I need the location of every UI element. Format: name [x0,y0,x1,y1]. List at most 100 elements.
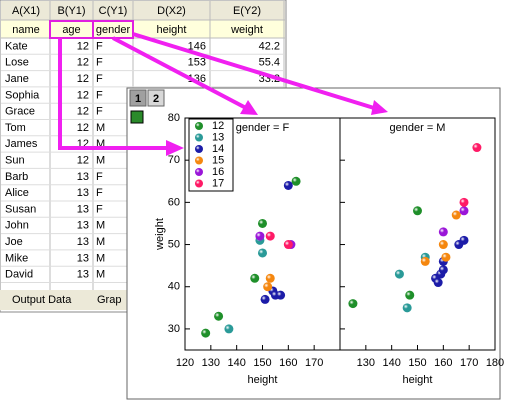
cell: 13 [77,220,89,232]
column-header: C(Y1) [99,5,128,17]
legend-label: 15 [212,154,224,166]
data-point [413,206,422,216]
graph-tab[interactable] [129,89,147,107]
x-tick-label: 130 [202,357,220,369]
x-tick-label: 160 [434,357,452,369]
cell: John [5,220,29,232]
data-point [255,231,265,241]
legend-marker [195,156,203,165]
cell: M [96,236,105,248]
graph-tab-label: 2 [153,93,159,105]
long-name: name [12,24,40,36]
data-point [438,227,448,237]
cell: 146 [188,40,206,52]
graph-tab[interactable] [147,89,165,107]
cell: Jane [5,73,29,85]
cell: Kate [5,40,28,52]
sheet-tab[interactable]: Grap [97,294,121,306]
cell: Barb [5,171,28,183]
data-point [265,231,275,241]
x-axis-label: height [248,374,278,386]
long-name: weight [230,24,263,36]
cell: 136 [188,73,206,85]
y-tick-label: 70 [168,154,180,166]
data-point [265,273,275,283]
cell: F [96,203,103,215]
cell: 12 [77,122,89,134]
data-point [250,273,260,283]
cell: 12 [77,155,89,167]
legend-box [188,118,234,192]
x-tick-label: 140 [227,357,245,369]
data-point [283,240,293,250]
column-header: D(X2) [157,5,186,17]
legend-marker [195,179,203,188]
cell: 12 [77,40,89,52]
x-tick-label: 130 [357,357,375,369]
cell: 12 [77,89,89,101]
legend-marker [195,168,203,176]
data-point [459,206,469,216]
legend-label: 13 [212,131,224,143]
data-point [224,324,234,334]
cell: M [96,269,105,281]
data-point [459,235,469,245]
cell: M [96,220,105,232]
cell: Tom [5,122,26,134]
data-point [405,290,415,300]
cell: M [96,138,105,150]
cell: F [96,57,103,69]
cell: 13 [77,187,89,199]
x-tick-label: 160 [279,357,297,369]
x-tick-label: 170 [305,357,323,369]
cell: Sun [5,155,25,167]
cell: F [96,187,103,199]
column-header: B(Y1) [57,5,85,17]
x-tick-label: 120 [176,357,194,369]
x-tick-label: 150 [408,357,426,369]
data-point [438,240,448,250]
legend-marker [195,133,203,142]
data-point [402,303,412,313]
x-axis-label: height [403,374,433,386]
data-point [420,256,430,266]
legend-marker [195,122,203,130]
cell: 13 [77,171,89,183]
cell: David [5,269,33,281]
data-point [258,218,267,228]
legend-label: 16 [212,166,224,178]
cell: Mike [5,252,28,264]
cell: Lose [5,57,29,69]
y-tick-label: 80 [168,112,180,124]
data-point [438,265,448,275]
column-header: A(X1) [12,5,40,17]
y-tick-label: 60 [168,196,180,208]
cell: 13 [77,269,89,281]
header-row [1,1,285,20]
long-name-row [1,20,285,38]
data-point [258,248,267,258]
cell: James [5,138,38,150]
cell: 42.2 [259,40,280,52]
data-point [283,180,293,190]
data-point [394,269,404,279]
x-tick-label: 170 [460,357,478,369]
data-point [276,290,286,300]
data-point [263,282,273,292]
sheet-tab[interactable]: Output Data [12,294,72,306]
cell: 13 [77,203,89,215]
cell: F [96,171,103,183]
long-name: gender [96,24,131,36]
cell: 55.4 [259,57,280,69]
lock-icon [130,110,144,124]
cell: 12 [77,57,89,69]
arrows [58,32,375,150]
cell: Joe [5,236,23,248]
legend-label: 12 [212,120,224,132]
legend-label: 14 [212,143,224,155]
y-tick-label: 50 [168,238,180,250]
graph-tab-label: 1 [135,93,141,105]
data-point [214,311,224,321]
y-tick-label: 30 [168,323,180,335]
data-point [291,176,301,186]
